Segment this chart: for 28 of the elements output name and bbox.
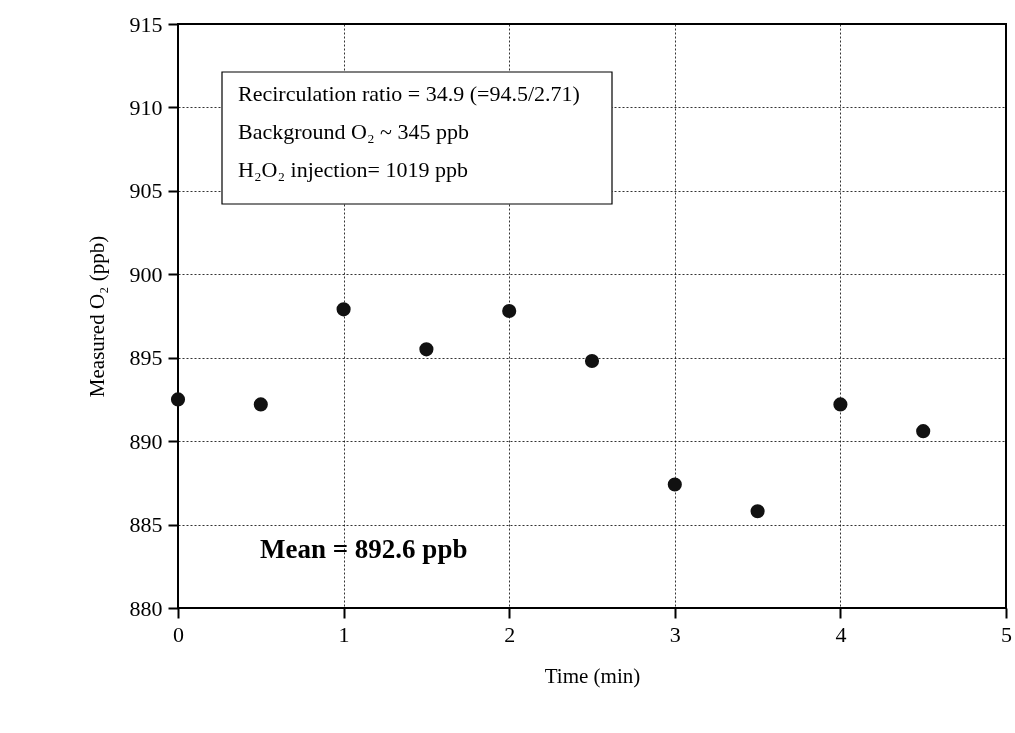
- point: [833, 397, 848, 412]
- point: [419, 342, 434, 357]
- y-tick-label: 895: [129, 345, 163, 371]
- y-axis-title: Measured O₂ (ppb): [84, 235, 109, 398]
- point: [667, 477, 682, 492]
- y-tick-label: 880: [129, 595, 163, 621]
- x-axis-title: Time (min): [544, 663, 641, 688]
- point: [502, 303, 517, 319]
- point: [584, 353, 600, 369]
- x-tick-label: 2: [504, 621, 516, 647]
- x-tick-label: 3: [669, 621, 681, 647]
- y-tick-label: 910: [129, 94, 163, 120]
- x-tick-label: 5: [1001, 621, 1012, 647]
- annotation: Mean = 892.6 ppb: [260, 534, 468, 564]
- y-tick-label: 890: [129, 428, 163, 454]
- y-tick-label: 885: [129, 512, 163, 538]
- y-tick-label: 915: [129, 11, 163, 37]
- y-tick-label: 905: [129, 178, 163, 204]
- point: [750, 504, 765, 519]
- x-tick-label: 1: [338, 621, 350, 647]
- x-tick-label: 4: [835, 621, 847, 647]
- point: [916, 424, 931, 439]
- point: [336, 302, 351, 317]
- x-tick-label: 0: [173, 621, 184, 647]
- y-tick-label: 900: [129, 261, 163, 287]
- point: [253, 397, 268, 412]
- point: [170, 392, 186, 407]
- annotation: Recirculation ratio = 34.9 (=94.5/2.71) Background O₂ ~ 345 ppb H₂O₂ injection= 1019 ppb: [238, 81, 580, 182]
